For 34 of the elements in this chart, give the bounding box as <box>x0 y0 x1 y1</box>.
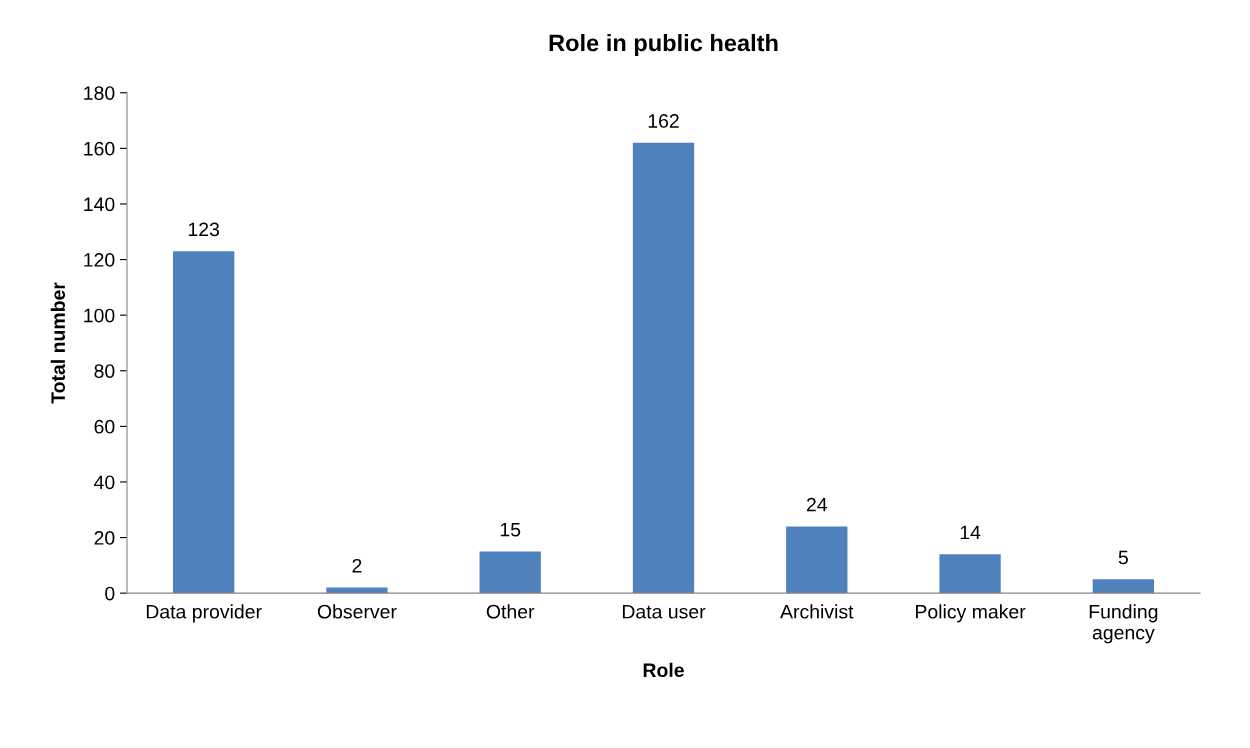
x-tick-label: Observer <box>317 604 397 619</box>
bar <box>632 142 695 594</box>
y-tick-label: 140 <box>84 197 115 212</box>
y-tick-label: 100 <box>84 308 115 323</box>
bar <box>479 551 541 594</box>
chart-title: Role in public health <box>549 33 778 56</box>
bar <box>1092 579 1155 594</box>
bar <box>939 554 1001 594</box>
y-tick-label: 40 <box>94 475 115 490</box>
data-label: 123 <box>188 222 220 237</box>
data-label: 5 <box>1118 550 1128 565</box>
y-tick-label: 60 <box>94 419 115 434</box>
x-tick-label: Archivist <box>780 604 854 619</box>
y-tick-label: 160 <box>84 141 115 156</box>
bar <box>786 526 848 594</box>
data-label: 14 <box>960 525 981 540</box>
x-tick-label: Funding agency <box>1089 604 1158 644</box>
y-tick-label: 20 <box>94 531 115 545</box>
x-tick-label: Data user <box>622 604 706 619</box>
x-tick-label: Policy maker <box>916 604 1026 623</box>
bar <box>172 251 235 594</box>
data-label: 2 <box>352 558 362 573</box>
y-tick-label: 180 <box>84 86 115 100</box>
x-tick-label: Other <box>486 604 535 619</box>
x-axis-title: Role <box>643 662 684 678</box>
x-tick-label: Data provider <box>146 604 262 623</box>
data-label: 162 <box>648 114 679 128</box>
y-tick-label: 0 <box>105 586 115 601</box>
y-tick-label: 120 <box>84 253 115 267</box>
y-tick-label: 80 <box>94 364 115 378</box>
data-label: 15 <box>500 522 521 537</box>
data-label: 24 <box>806 497 828 512</box>
y-axis-title: Total number <box>50 282 66 404</box>
bar <box>326 587 388 594</box>
